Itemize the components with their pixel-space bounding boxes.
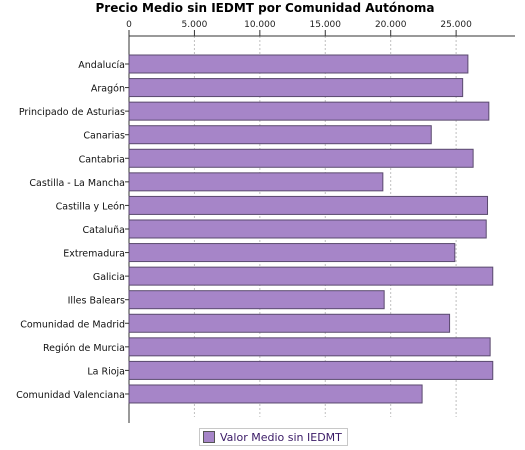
bar xyxy=(128,337,491,357)
category-label: Andalucía xyxy=(78,60,125,71)
category-label: La Rioja xyxy=(87,366,125,377)
chart-title: Precio Medio sin IEDMT por Comunidad Aut… xyxy=(96,1,435,15)
x-tick-label: 0 xyxy=(126,20,132,30)
category-label: Illes Balears xyxy=(68,296,125,307)
bar xyxy=(128,125,432,145)
x-tick-label: 5.000 xyxy=(182,20,208,30)
bar xyxy=(128,148,474,168)
category-label: Cantabria xyxy=(79,154,125,165)
bar xyxy=(128,101,490,121)
x-tick-label: 15.000 xyxy=(310,20,342,30)
category-label: Castilla y León xyxy=(56,201,125,212)
x-tick-label: 20.000 xyxy=(375,20,407,30)
y-axis: Andalucía Aragón Principado de Asturias Can… xyxy=(16,60,129,401)
bar xyxy=(128,243,456,263)
bar xyxy=(128,195,489,215)
category-label: Región de Murcia xyxy=(43,343,125,354)
category-label: Galicia xyxy=(93,272,125,283)
legend: Valor Medio sin IEDMT xyxy=(199,428,348,446)
category-label: Principado de Asturias xyxy=(19,107,125,118)
category-label: Aragón xyxy=(91,84,125,95)
bar xyxy=(128,290,385,310)
category-label: Comunidad de Madrid xyxy=(20,319,125,330)
bar xyxy=(128,360,494,380)
bar xyxy=(128,54,469,74)
bar xyxy=(128,384,423,404)
bars xyxy=(128,54,494,404)
category-label: Extremadura xyxy=(63,249,125,260)
category-label: Castilla - La Mancha xyxy=(29,178,125,189)
bar xyxy=(128,219,487,239)
category-label: Cataluña xyxy=(82,225,125,236)
legend-swatch xyxy=(203,431,215,443)
x-tick-label: 25.000 xyxy=(440,20,472,30)
x-tick-label: 10.000 xyxy=(244,20,276,30)
legend-label: Valor Medio sin IEDMT xyxy=(220,430,342,444)
category-label: Canarias xyxy=(83,131,125,142)
category-label: Comunidad Valenciana xyxy=(16,390,125,401)
bar xyxy=(128,266,494,286)
bar xyxy=(128,313,451,333)
bar xyxy=(128,172,384,192)
bar xyxy=(128,78,464,98)
